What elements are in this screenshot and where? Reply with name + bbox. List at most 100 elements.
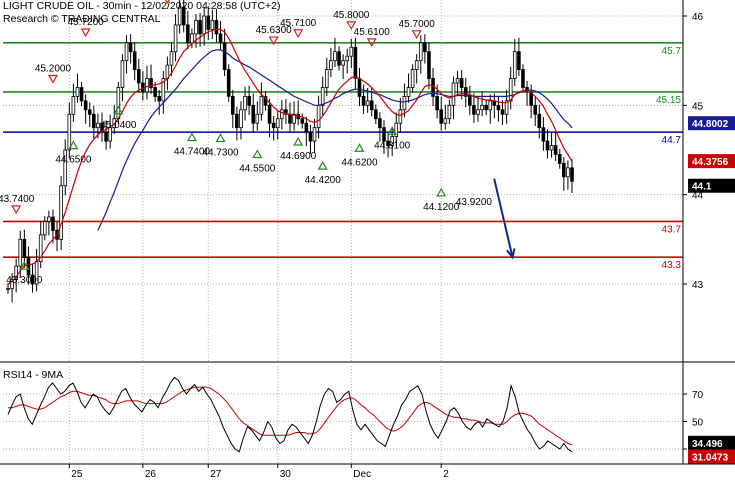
candle-body — [566, 167, 570, 178]
candle-body — [468, 96, 472, 106]
candle-body — [18, 238, 23, 267]
ma-fast-line — [7, 28, 573, 285]
candle-body — [104, 131, 108, 142]
candle-body — [300, 118, 305, 124]
price-box — [688, 178, 735, 193]
candle-body — [22, 238, 27, 258]
swing-high-marker — [293, 29, 304, 39]
y-tick-label: 44 — [692, 191, 704, 202]
price-box-label: 44.8002 — [692, 119, 729, 130]
candle-body — [145, 78, 149, 93]
candle-body — [439, 109, 444, 124]
candle-body — [222, 42, 227, 70]
candle-body — [275, 118, 280, 129]
swing-low-marker — [19, 260, 30, 270]
candle-body — [63, 149, 68, 187]
candle-body — [239, 109, 243, 129]
swing-low-label: 44.6900 — [280, 151, 317, 162]
candle-body — [570, 167, 574, 182]
candle-body — [320, 87, 325, 106]
candle-body — [365, 100, 370, 106]
swing-high-label: 45.7100 — [280, 18, 317, 29]
candle-body — [177, 6, 182, 26]
level-label: 43.7 — [662, 224, 682, 235]
swing-low-label: 43.3000 — [6, 275, 43, 286]
swing-high-label: 45.6300 — [256, 25, 293, 36]
candle-body — [476, 109, 480, 115]
candle-body — [496, 104, 501, 111]
candle-body — [124, 42, 129, 62]
candle-body — [149, 78, 153, 88]
candle-body — [6, 288, 10, 290]
candle-body — [214, 20, 219, 35]
candle-body — [218, 33, 223, 44]
candle-body — [243, 96, 247, 111]
x-tick-label: 25 — [71, 469, 83, 480]
candle-body — [10, 279, 14, 289]
candle-body — [533, 104, 538, 115]
candle-body — [500, 109, 505, 115]
swing-high-marker — [80, 28, 91, 38]
candle-body — [451, 82, 456, 106]
rsi-value-label: 34.496 — [692, 439, 723, 450]
rsi-line — [7, 376, 573, 453]
source-label: Research © TRADING CENTRAL — [3, 13, 161, 25]
candle-body — [79, 87, 84, 102]
level-label: 44.7 — [662, 135, 682, 146]
candle-body — [51, 216, 55, 231]
swing-high-label: 45.8000 — [333, 10, 370, 21]
rsi-tick-label: 50 — [692, 418, 704, 429]
rsi-ma-line — [8, 386, 573, 446]
rsi-title: RSI14 - 9MA — [3, 369, 64, 381]
x-tick-label: Dec — [353, 469, 371, 480]
candle-body — [549, 145, 554, 151]
candle-body — [92, 113, 96, 129]
swing-low-marker — [387, 126, 398, 135]
candle-body — [410, 69, 415, 88]
candle-body — [304, 122, 309, 133]
candle-body — [529, 91, 533, 106]
swing-high-marker — [268, 36, 279, 46]
candle-body — [349, 46, 354, 57]
candle-body — [406, 87, 411, 97]
candle-body — [508, 78, 513, 102]
candle-body — [255, 113, 260, 124]
candle-body — [472, 104, 476, 115]
swing-high-marker — [346, 21, 357, 31]
candle-body — [194, 20, 198, 35]
candle-body — [361, 96, 366, 106]
candle-body — [398, 109, 403, 124]
candle-body — [190, 33, 194, 44]
candle-body — [545, 140, 550, 151]
candle-body — [271, 122, 276, 129]
candle-body — [447, 104, 452, 120]
candle-body — [517, 51, 521, 71]
target-label: 43.9200 — [456, 197, 493, 208]
swing-high-marker — [47, 74, 58, 84]
candle-body — [390, 136, 394, 146]
swing-high-label: 45.6100 — [354, 27, 391, 38]
candle-body — [128, 42, 133, 53]
candle-body — [136, 69, 141, 84]
forecast-arrow — [493, 178, 514, 258]
level-label: 43.3 — [662, 260, 682, 271]
candle-body — [357, 78, 362, 97]
candle-body — [557, 154, 562, 164]
candle-body — [202, 15, 206, 35]
candle-body — [333, 51, 337, 62]
candle-body — [67, 113, 72, 151]
candle-body — [414, 60, 419, 71]
candle-body — [374, 109, 378, 120]
candle-body — [169, 51, 174, 66]
swing-low-marker — [354, 143, 365, 152]
swing-low-marker — [215, 133, 226, 143]
candle-body — [553, 145, 558, 155]
candle-body — [504, 100, 509, 115]
swing-low-marker — [436, 187, 447, 197]
candle-body — [537, 113, 542, 129]
candle-body — [427, 51, 431, 79]
swing-low-label: 45.0400 — [100, 120, 137, 131]
swing-low-label: 44.7400 — [174, 147, 211, 158]
